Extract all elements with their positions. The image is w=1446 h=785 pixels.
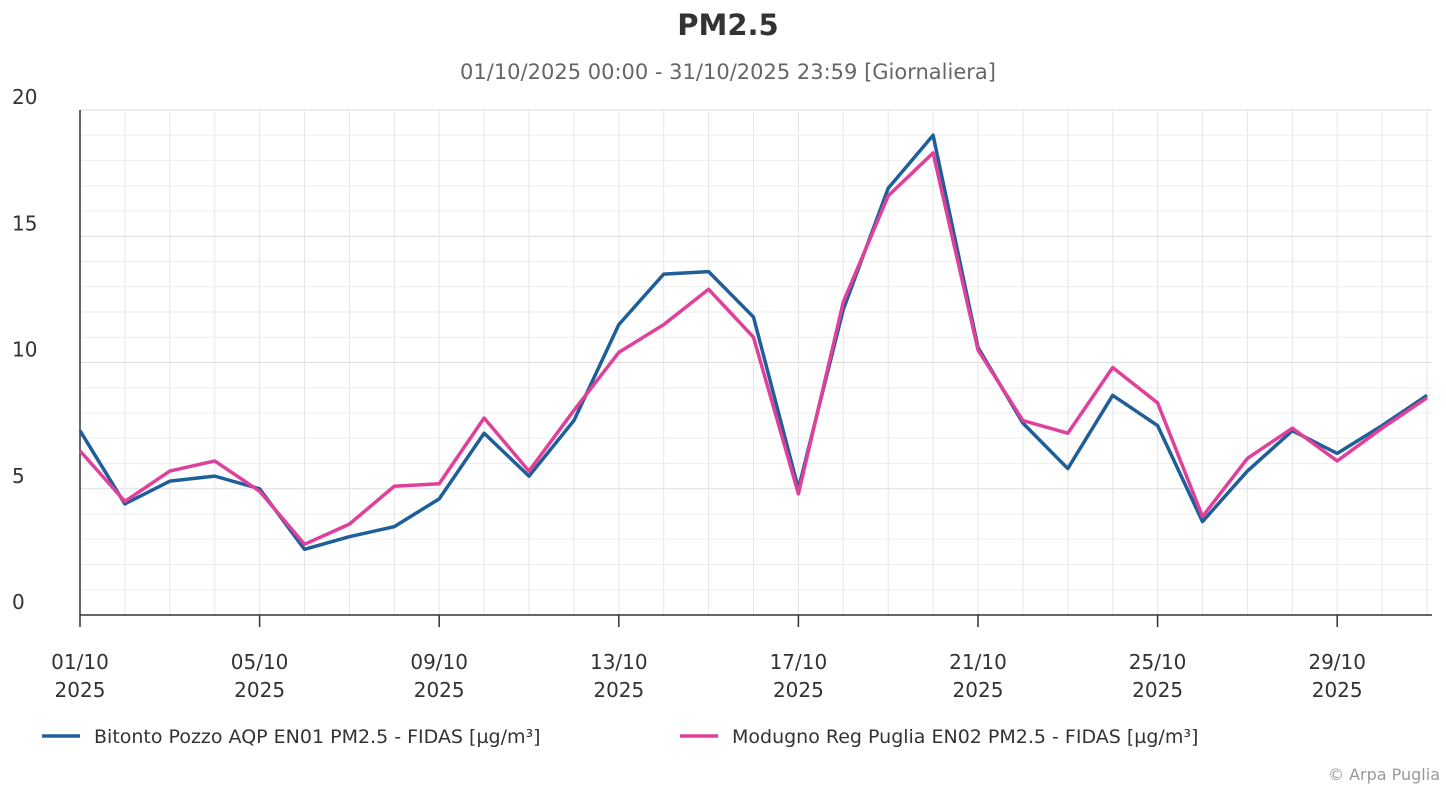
x-tick-label: 25/10 2025 bbox=[1128, 650, 1187, 702]
legend-label: Modugno Reg Puglia EN02 PM2.5 - FIDAS [µ… bbox=[732, 726, 1198, 748]
x-tick-label: 05/10 2025 bbox=[230, 650, 289, 702]
y-tick-label: 0 bbox=[12, 590, 25, 614]
x-tick-label: 09/10 2025 bbox=[410, 650, 468, 702]
legend-label: Bitonto Pozzo AQP EN01 PM2.5 - FIDAS [µg… bbox=[94, 726, 541, 748]
x-tick-label: 21/10 2025 bbox=[949, 650, 1007, 702]
y-tick-label: 20 bbox=[12, 85, 37, 109]
y-tick-label: 10 bbox=[12, 338, 37, 362]
x-tick-label: 17/10 2025 bbox=[769, 650, 828, 702]
credit: © Arpa Puglia bbox=[1328, 765, 1440, 784]
chart-title: PM2.5 bbox=[677, 8, 779, 42]
x-tick-label: 13/10 2025 bbox=[589, 650, 648, 702]
x-tick-label: 01/10 2025 bbox=[51, 650, 109, 702]
chart-subtitle: 01/10/2025 00:00 - 31/10/2025 23:59 [Gio… bbox=[460, 60, 996, 84]
y-tick-label: 5 bbox=[12, 464, 25, 488]
series-line bbox=[78, 133, 1428, 552]
x-tick-label: 29/10 2025 bbox=[1308, 650, 1366, 702]
series-line bbox=[78, 151, 1428, 547]
y-tick-label: 15 bbox=[12, 211, 37, 235]
